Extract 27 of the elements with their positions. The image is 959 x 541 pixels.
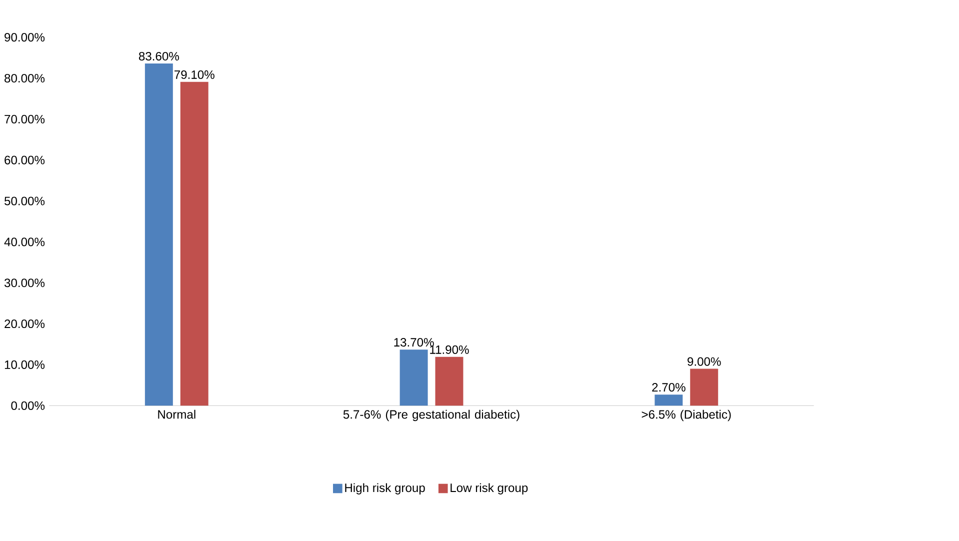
y-tick-label: 50.00%: [4, 196, 45, 206]
data-label: 79.10%: [174, 70, 214, 80]
x-tick-label: Normal: [158, 410, 196, 419]
bar: [144, 64, 173, 406]
legend-label: High risk group: [345, 483, 425, 495]
data-label: 9.00%: [688, 357, 721, 366]
y-tick-label: 20.00%: [4, 320, 45, 328]
legend-label: Low risk group: [450, 483, 528, 495]
bar: [180, 82, 208, 406]
data-label: 13.70%: [394, 338, 434, 347]
y-tick-label: 40.00%: [4, 238, 45, 246]
y-tick-label: 90.00%: [4, 33, 45, 42]
y-tick-label: 0.00%: [11, 401, 45, 410]
bar: [400, 350, 428, 406]
data-label: 83.60%: [138, 52, 179, 61]
data-label: 2.70%: [652, 383, 686, 392]
y-tick-label: 80.00%: [4, 74, 45, 83]
bar: [654, 394, 683, 406]
y-tick-label: 30.00%: [4, 278, 45, 288]
y-tick-label: 70.00%: [4, 114, 45, 124]
bar: [435, 357, 464, 406]
x-tick-label: >6.5% (Diabetic): [642, 410, 731, 422]
y-tick-label: 60.00%: [4, 156, 45, 164]
x-tick-label: 5.7-6% (Pre gestational diabetic): [343, 410, 520, 422]
y-tick-label: 10.00%: [4, 360, 45, 370]
data-label: 11.90%: [430, 345, 469, 354]
bar: [690, 368, 718, 406]
